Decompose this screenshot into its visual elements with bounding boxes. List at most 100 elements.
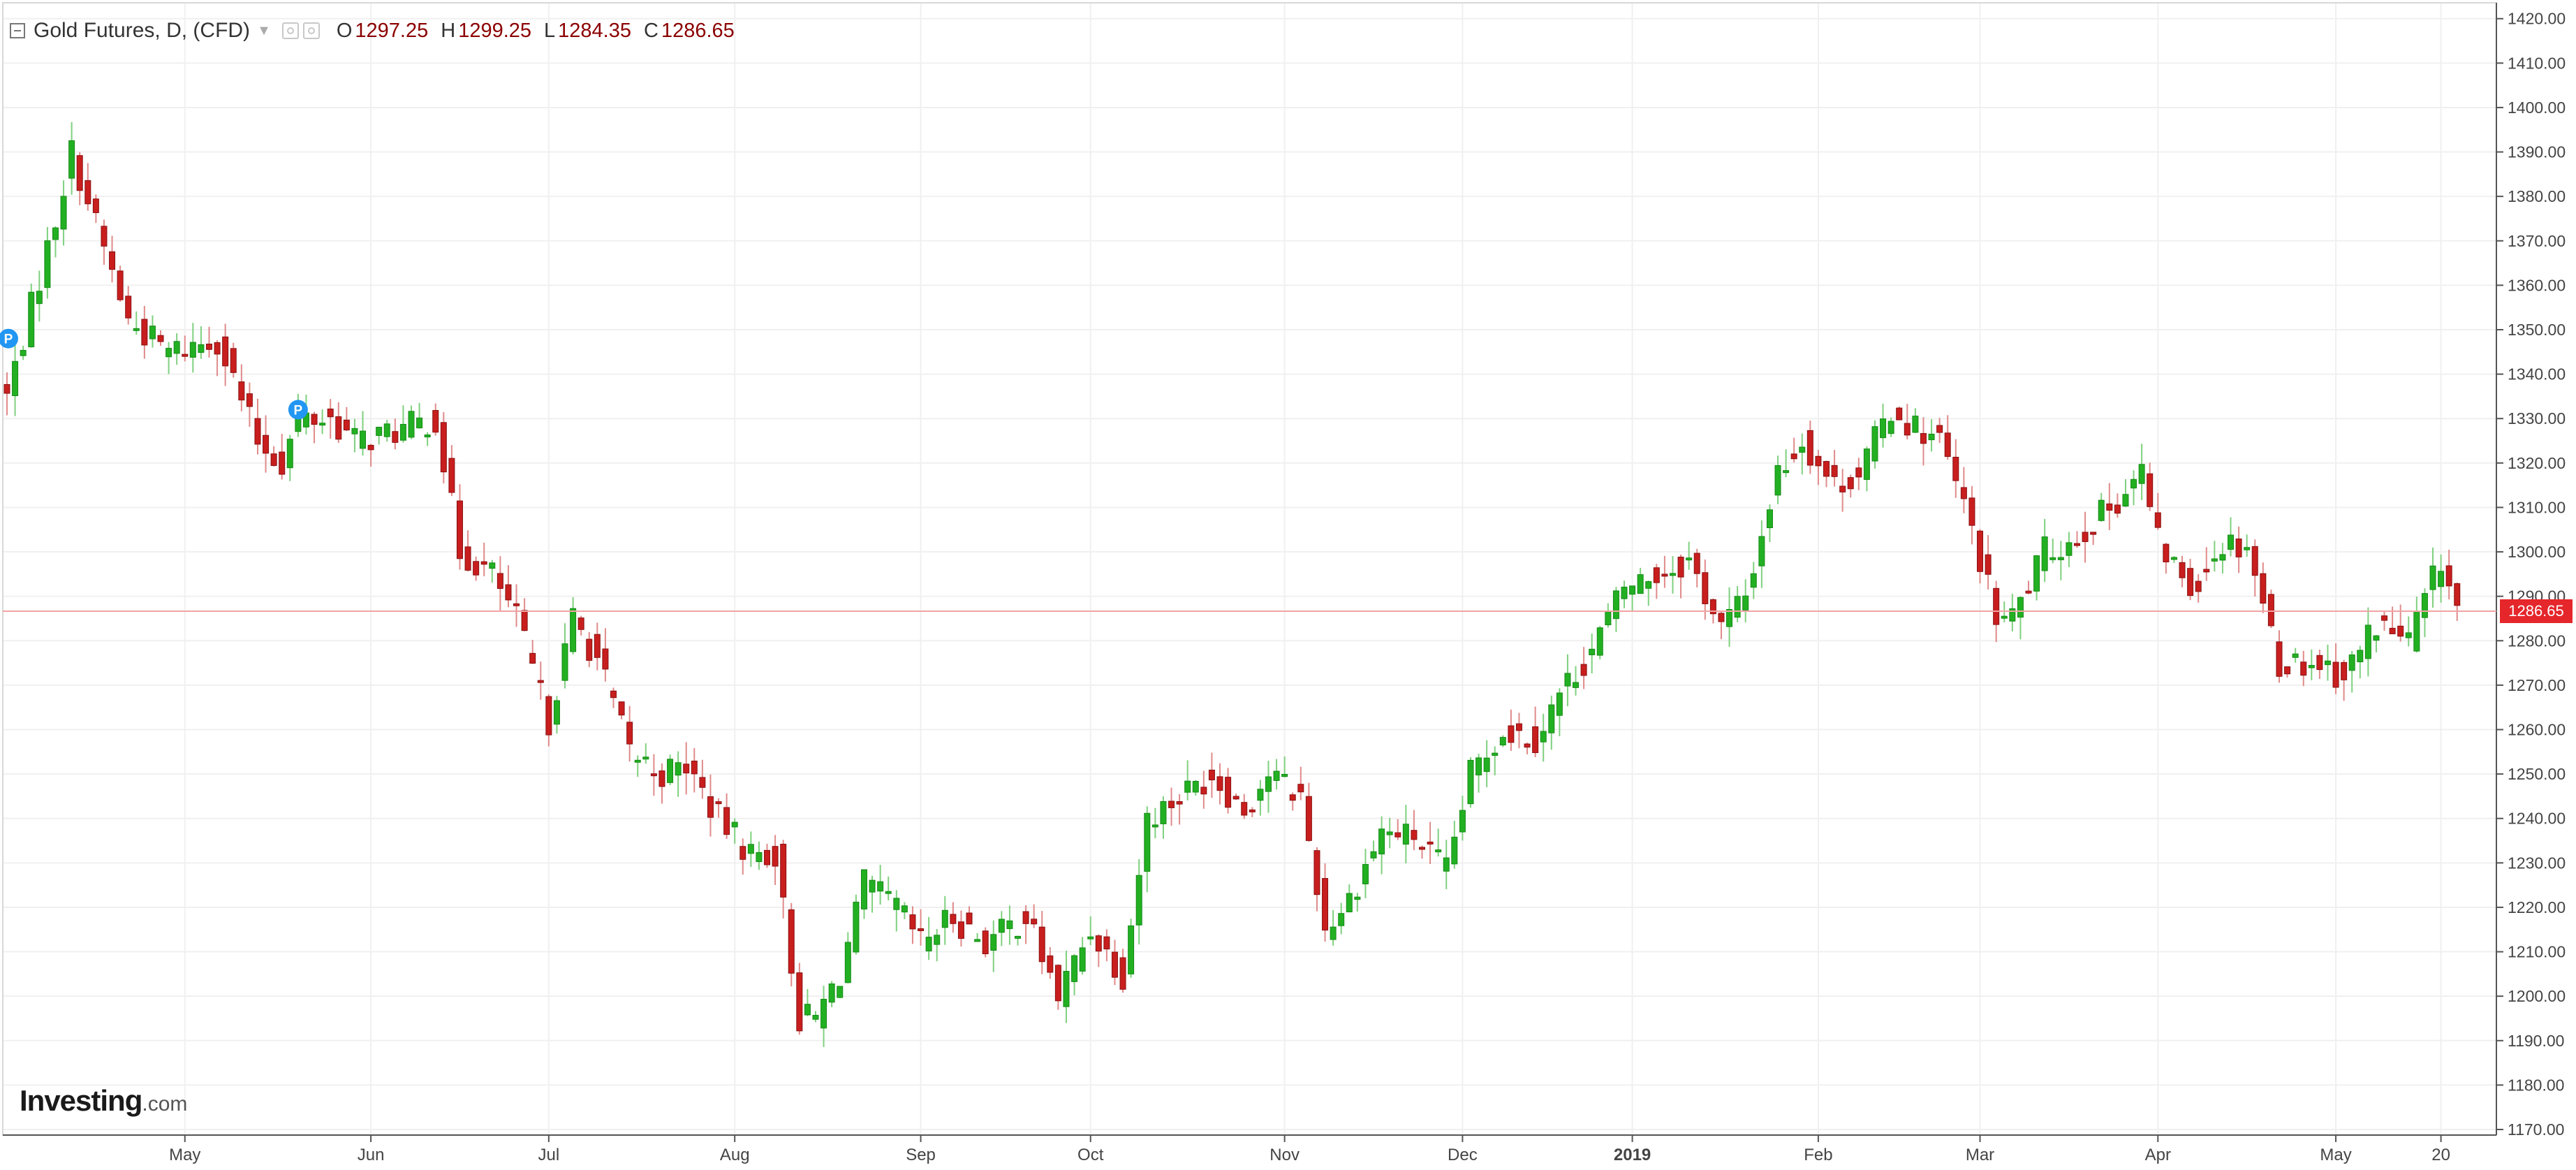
candle-body xyxy=(780,844,787,898)
open-label: O xyxy=(336,19,353,42)
candle-body xyxy=(68,140,75,179)
candle-body xyxy=(109,251,116,270)
x-tick-label: May xyxy=(2320,1146,2351,1164)
candle-body xyxy=(1887,421,1894,434)
candle-body xyxy=(699,777,706,788)
candle-body xyxy=(739,846,746,860)
y-tick-label: 1320.00 xyxy=(2508,454,2566,472)
candle-body xyxy=(1605,611,1612,626)
collapse-icon[interactable] xyxy=(10,23,25,38)
candle-body xyxy=(998,919,1005,933)
candle-body xyxy=(513,603,520,606)
candle-body xyxy=(448,458,455,493)
candle-body xyxy=(1726,608,1733,627)
instrument-title[interactable]: Gold Futures, D, (CFD) xyxy=(34,19,251,42)
candle-body xyxy=(1111,951,1118,978)
candle-body xyxy=(1079,947,1086,972)
candle-body xyxy=(480,561,487,565)
candle-body xyxy=(311,414,318,425)
candle-body xyxy=(804,1004,811,1016)
x-tick-label: Jun xyxy=(358,1146,385,1164)
candle-body xyxy=(2405,632,2412,638)
y-tick-label: 1350.00 xyxy=(2508,321,2566,339)
candle-body xyxy=(2219,554,2226,561)
candle-body xyxy=(1709,599,1716,615)
candle-body xyxy=(141,319,148,346)
candle-body xyxy=(553,700,560,725)
eye-icon[interactable] xyxy=(281,22,299,39)
candle-body xyxy=(1564,673,1571,687)
candle-body xyxy=(828,983,835,1003)
candle-body xyxy=(1297,784,1304,793)
candle-body xyxy=(860,869,867,909)
candle-body xyxy=(1977,530,1984,572)
candle-body xyxy=(1532,726,1539,754)
candle-body xyxy=(707,796,714,818)
grid-lines xyxy=(3,3,2496,1135)
y-tick-label: 1410.00 xyxy=(2508,54,2566,72)
candle-body xyxy=(2324,660,2331,666)
y-tick-label: 1390.00 xyxy=(2508,143,2566,161)
candle-body xyxy=(2170,557,2177,560)
candle-body xyxy=(950,914,957,924)
candle-body xyxy=(2389,627,2396,634)
y-tick-label: 1340.00 xyxy=(2508,365,2566,383)
candle-body xyxy=(456,500,463,560)
x-tick-label: May xyxy=(169,1146,200,1164)
x-tick-label: Oct xyxy=(1077,1146,1104,1164)
candle-body xyxy=(925,937,932,951)
candle-body xyxy=(44,240,51,288)
candle-body xyxy=(214,342,221,355)
candle-body xyxy=(399,423,406,441)
candle-body xyxy=(2049,557,2056,560)
candle-body xyxy=(837,986,844,998)
candle-body xyxy=(1475,757,1482,775)
candle-body xyxy=(1047,955,1054,973)
candle-body xyxy=(1015,935,1021,939)
chevron-down-icon[interactable]: ▼ xyxy=(257,22,271,38)
x-tick-label: Feb xyxy=(1804,1146,1832,1164)
candle-body xyxy=(327,408,334,418)
candle-body xyxy=(1524,743,1531,748)
candle-body xyxy=(1419,847,1425,850)
candle-body xyxy=(230,348,237,373)
candle-body xyxy=(1249,809,1256,812)
candle-body xyxy=(2284,666,2291,675)
candle-body xyxy=(392,431,399,443)
candle-body xyxy=(634,759,641,763)
candle-body xyxy=(1459,810,1466,833)
candle-body xyxy=(60,196,67,230)
candle-body xyxy=(602,648,609,670)
candle-body xyxy=(1629,585,1636,595)
candle-body xyxy=(788,909,795,974)
candle-body xyxy=(12,360,19,396)
y-tick-label: 1370.00 xyxy=(2508,232,2566,250)
y-tick-label: 1420.00 xyxy=(2508,10,2566,28)
candle-body xyxy=(1637,574,1644,594)
y-tick-label: 1360.00 xyxy=(2508,276,2566,294)
candle-body xyxy=(432,410,439,433)
candle-body xyxy=(1750,573,1757,588)
candle-body xyxy=(1160,800,1167,824)
candle-body xyxy=(1054,965,1061,1002)
candle-body xyxy=(796,972,803,1032)
candle-body xyxy=(1022,911,1029,924)
candle-body xyxy=(351,427,358,434)
candle-body xyxy=(764,849,771,865)
candle-body xyxy=(2098,499,2105,521)
y-tick-label: 1230.00 xyxy=(2508,854,2566,872)
candle-body xyxy=(464,546,471,571)
candle-body xyxy=(1863,448,1870,480)
gear-icon[interactable] xyxy=(302,22,320,39)
candle-body xyxy=(2106,503,2113,511)
candle-body xyxy=(1394,832,1401,838)
candle-body xyxy=(2154,512,2161,528)
candle-body xyxy=(982,930,989,955)
candle-body xyxy=(2357,650,2364,663)
high-value: 1299.25 xyxy=(458,19,532,42)
candle-body xyxy=(650,773,657,777)
candle-body xyxy=(1661,573,1668,577)
candle-body xyxy=(2445,565,2452,587)
